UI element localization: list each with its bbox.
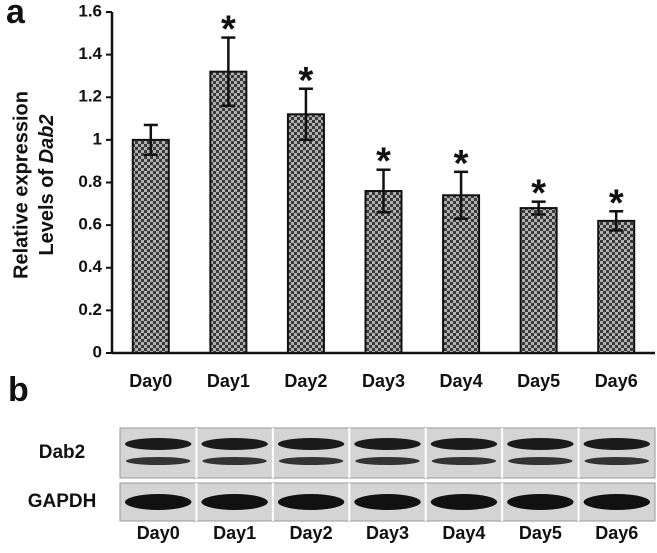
blot-band [278, 457, 344, 465]
error-bar [143, 123, 158, 157]
bar [209, 70, 248, 355]
blot-band [201, 438, 268, 450]
bar [131, 138, 170, 354]
bar [442, 194, 481, 354]
blot-lane-label: Day4 [442, 523, 485, 543]
x-tick-label: Day0 [129, 371, 172, 391]
x-tick-label: Day2 [284, 371, 327, 391]
y-axis-label: Levels of Dab2 [36, 114, 58, 255]
x-tick-label: Day6 [595, 371, 638, 391]
y-tick-label: 1.2 [78, 87, 102, 106]
blot-band [508, 457, 573, 465]
x-tick-label: Day5 [517, 371, 560, 391]
error-bar [221, 36, 236, 108]
blot-membrane [119, 427, 656, 479]
y-tick-label: 1.4 [78, 44, 102, 63]
error-bar [531, 200, 546, 216]
y-axis-label-part: Levels of [36, 169, 58, 256]
significance-mark: * [531, 173, 546, 215]
blot-band [430, 494, 498, 510]
error-bar [376, 168, 391, 214]
significance-mark: * [454, 143, 469, 185]
error-bar [609, 210, 624, 232]
blot-band [354, 494, 421, 510]
blot-band [507, 438, 574, 450]
blot-band [583, 494, 650, 510]
panel-label: b [8, 371, 29, 409]
blot-band [354, 438, 421, 450]
y-tick-label: 0.2 [78, 300, 102, 319]
blot-band [584, 457, 649, 465]
bar [597, 219, 636, 354]
blot-lane-label: Day3 [366, 523, 409, 543]
blot-band [430, 438, 498, 450]
error-bar [454, 170, 469, 220]
bar [519, 207, 558, 354]
significance-mark: * [609, 182, 624, 224]
significance-mark: * [221, 9, 236, 51]
blot-band [583, 438, 650, 450]
y-tick-label: 1.6 [78, 1, 102, 20]
blot-band [201, 494, 268, 510]
error-bar [298, 87, 313, 142]
x-tick-label: Day1 [207, 371, 250, 391]
y-tick-label: 0.6 [78, 215, 102, 234]
blot-lane-label: Day0 [137, 523, 180, 543]
blot-band [124, 438, 192, 450]
blot-band [277, 494, 345, 510]
y-tick-label: 0 [93, 342, 102, 361]
y-tick-label: 0.8 [78, 172, 102, 191]
bar [364, 190, 403, 354]
x-tick-label: Day3 [362, 371, 405, 391]
blot-band [125, 457, 191, 465]
blot-lane-label: Day6 [595, 523, 638, 543]
blot-band [507, 494, 574, 510]
significance-mark: * [299, 60, 314, 102]
blot-lane-label: Day1 [213, 523, 256, 543]
y-axis-label-italic: Dab2 [36, 114, 58, 163]
y-axis-label: Relative expression [10, 91, 32, 279]
blot-band [277, 438, 345, 450]
panel-label: a [6, 0, 26, 31]
blot-lane-label: Day5 [519, 523, 562, 543]
blot-band [124, 494, 192, 510]
blot-band [431, 457, 497, 465]
y-tick-label: 1 [93, 129, 102, 148]
y-tick-label: 0.4 [78, 257, 102, 276]
significance-mark: * [376, 141, 391, 183]
blot-lane-label: Day2 [290, 523, 333, 543]
bar [286, 113, 325, 354]
blot-row-label: Dab2 [39, 442, 85, 463]
blot-band [355, 457, 420, 465]
blot-band [202, 457, 267, 465]
blot-row-label: GAPDH [28, 491, 97, 512]
x-tick-label: Day4 [440, 371, 483, 391]
